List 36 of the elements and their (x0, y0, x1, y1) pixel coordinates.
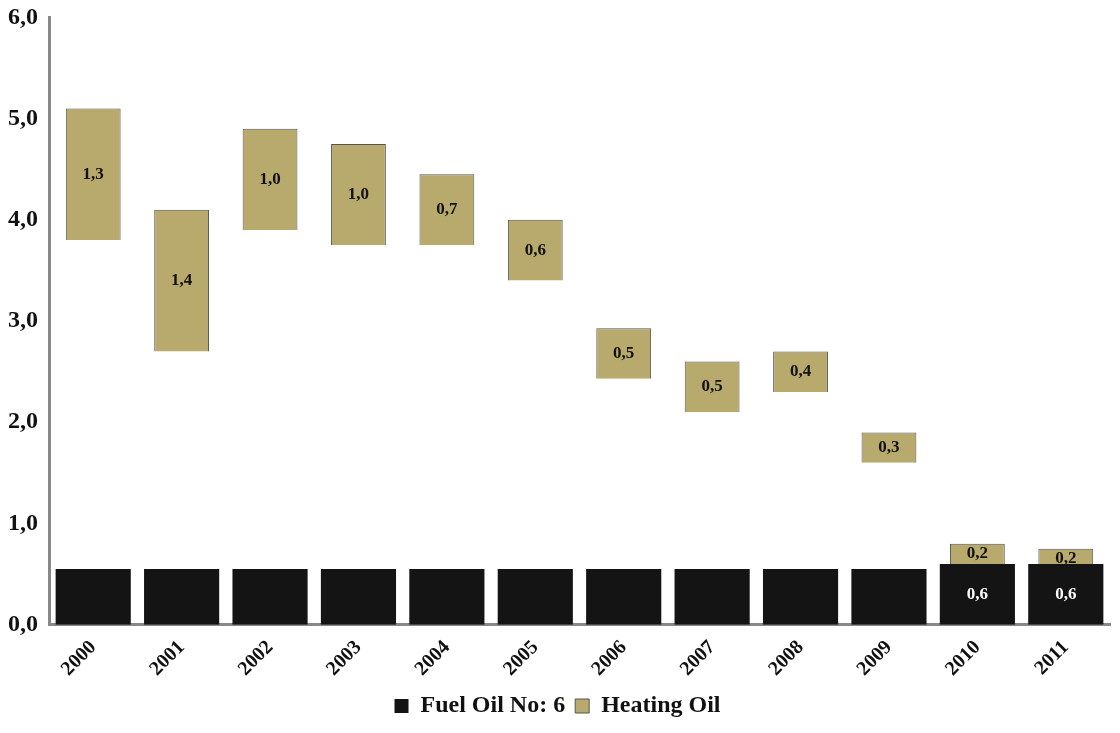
data-label: 1,0 (259, 168, 281, 188)
y-tick-label: 2,0 (8, 407, 38, 434)
bar (409, 569, 485, 625)
data-label: 1,4 (171, 269, 193, 289)
legend-label: Fuel Oil No: 6 (420, 691, 566, 718)
y-tick-label: 4,0 (8, 205, 38, 232)
bar (144, 569, 220, 625)
data-label: 0,6 (1055, 583, 1077, 603)
bar (762, 569, 839, 625)
data-label: 0,6 (524, 239, 546, 259)
data-label: 0,2 (966, 543, 988, 563)
data-label: 0,5 (613, 342, 635, 362)
data-label: 1,3 (82, 163, 104, 183)
bar (1028, 564, 1104, 625)
data-label: 0,4 (789, 361, 812, 381)
bar (939, 564, 1015, 625)
x-tick-label: 2011 (1029, 635, 1073, 679)
bar (320, 569, 397, 625)
bar (497, 569, 573, 625)
y-tick-label: 0,0 (8, 609, 38, 636)
data-label: 0,7 (436, 199, 458, 219)
y-tick-label: 6,0 (8, 2, 38, 29)
legend-label: Heating Oil (601, 691, 721, 718)
y-tick-label: 1,0 (8, 508, 38, 535)
data-label: 0,5 (701, 376, 723, 396)
bar (55, 569, 131, 625)
bar (851, 569, 927, 625)
bar (232, 569, 308, 625)
bar (674, 569, 750, 625)
y-tick-label: 5,0 (8, 103, 38, 130)
data-label: 0,3 (878, 436, 900, 456)
y-tick-label: 3,0 (8, 306, 38, 333)
bar (586, 569, 662, 625)
data-label: 0,2 (1055, 548, 1077, 568)
data-label: 0,6 (966, 583, 988, 603)
data-label: 1,0 (347, 183, 370, 203)
